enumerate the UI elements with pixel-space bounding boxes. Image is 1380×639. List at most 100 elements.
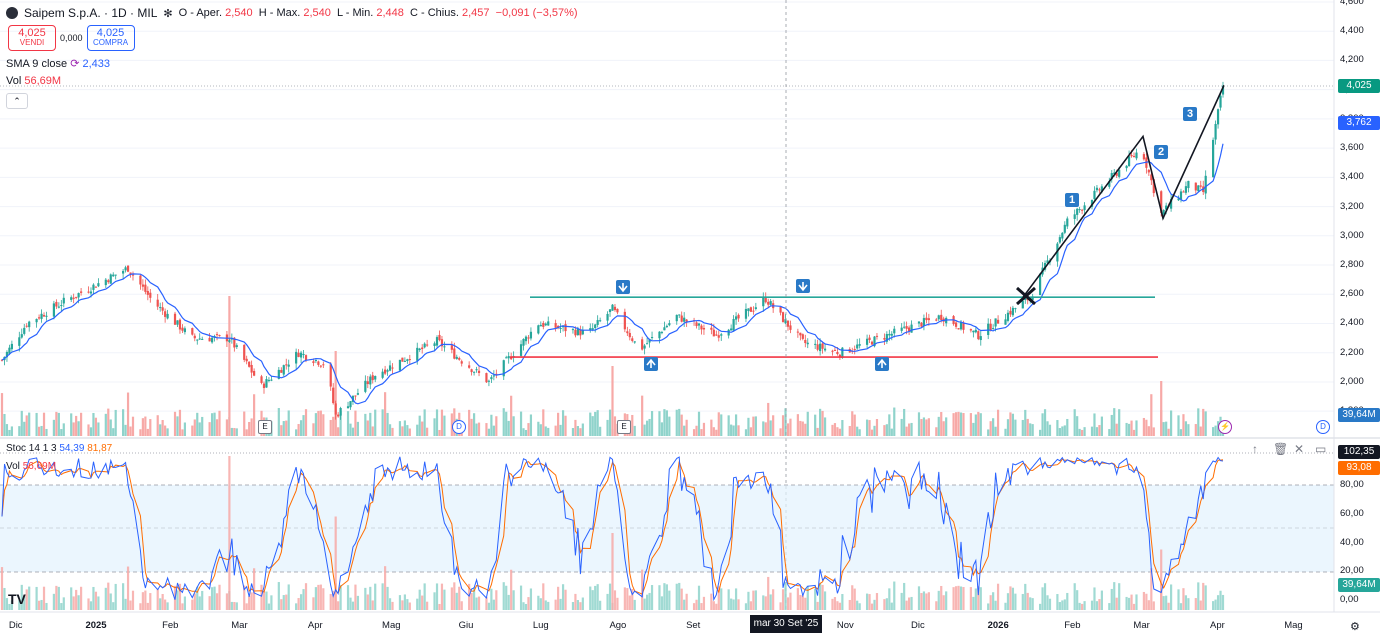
candle-body[interactable] [455,356,458,359]
candle-body[interactable] [1169,198,1173,209]
candle-body[interactable] [700,325,703,330]
candle-body[interactable] [149,292,152,298]
candle-body[interactable] [317,361,320,365]
candle-body[interactable] [1150,174,1153,181]
candle-body[interactable] [270,379,273,381]
candle-body[interactable] [737,314,740,319]
candle-body[interactable] [524,336,528,342]
arrow-down-icon[interactable] [616,280,630,294]
candle-body[interactable] [814,343,817,345]
candle-body[interactable] [295,351,298,364]
candle-body[interactable] [992,328,995,330]
candle-body[interactable] [23,327,26,334]
candle-body[interactable] [1115,172,1118,176]
candle-body[interactable] [453,348,456,359]
candle-body[interactable] [312,361,315,363]
candle-body[interactable] [1021,300,1024,309]
candle-body[interactable] [821,343,824,349]
candle-body[interactable] [675,314,678,322]
candle-body[interactable] [678,314,681,316]
candle-body[interactable] [52,303,56,317]
candle-body[interactable] [339,407,342,416]
candle-body[interactable] [10,343,13,350]
pane-up-icon[interactable]: ↑ [1252,442,1258,456]
candle-body[interactable] [1078,209,1081,211]
candle-body[interactable] [245,358,248,362]
candle-body[interactable] [1197,185,1200,192]
candle-body[interactable] [1212,139,1215,178]
candle-body[interactable] [287,364,290,367]
candle-body[interactable] [1006,312,1010,321]
candle-body[interactable] [579,329,582,336]
candle-body[interactable] [720,334,723,336]
candle-body[interactable] [391,367,394,369]
candle-body[interactable] [280,369,283,373]
candle-body[interactable] [806,342,809,345]
candle-body[interactable] [1038,273,1042,296]
candle-body[interactable] [460,361,463,364]
candle-body[interactable] [695,322,698,327]
candle-body[interactable] [159,307,162,309]
candle-body[interactable] [1214,123,1217,140]
candle-body[interactable] [784,319,787,324]
candle-body[interactable] [1221,85,1225,95]
candle-body[interactable] [57,306,60,308]
candle-body[interactable] [146,290,149,295]
candle-body[interactable] [416,347,419,361]
sma-settings-icon[interactable]: ⟳ [70,58,80,70]
candle-body[interactable] [228,340,231,342]
candle-body[interactable] [403,360,406,362]
candle-body[interactable] [260,376,263,383]
candle-body[interactable] [907,327,911,332]
candle-body[interactable] [786,320,790,327]
candle-body[interactable] [1162,209,1165,215]
candle-body[interactable] [210,337,214,343]
candle-body[interactable] [354,395,357,397]
candle-body[interactable] [253,370,256,376]
candle-body[interactable] [628,332,631,338]
candle-body[interactable] [589,328,592,331]
candle-body[interactable] [1076,208,1079,215]
sell-button[interactable]: 4,025 VENDI [8,25,56,51]
candle-body[interactable] [1179,191,1183,200]
candle-body[interactable] [230,338,233,340]
candle-body[interactable] [626,331,629,334]
candle-body[interactable] [905,326,908,329]
candle-body[interactable] [1194,182,1197,191]
candle-body[interactable] [574,329,577,336]
wave-label-1[interactable]: 1 [1065,193,1079,207]
candle-body[interactable] [364,380,367,392]
candle-body[interactable] [201,338,204,340]
candle-body[interactable] [470,369,473,373]
candle-body[interactable] [833,349,837,351]
wave-label-2[interactable]: 2 [1154,145,1168,159]
candle-body[interactable] [438,334,441,341]
candle-body[interactable] [8,347,11,354]
candle-body[interactable] [977,331,980,340]
candle-body[interactable] [248,361,251,367]
candle-body[interactable] [20,334,23,338]
candle-body[interactable] [423,343,426,348]
candle-body[interactable] [381,371,384,378]
candle-body[interactable] [608,309,612,313]
candle-body[interactable] [198,338,201,340]
candle-body[interactable] [581,330,584,335]
candle-body[interactable] [1004,319,1007,325]
candle-body[interactable] [883,338,886,340]
candle-body[interactable] [697,323,701,326]
candle-body[interactable] [643,345,646,349]
candle-body[interactable] [1118,169,1121,177]
candle-body[interactable] [299,352,303,358]
candle-body[interactable] [183,328,187,333]
candle-body[interactable] [646,343,649,345]
candle-body[interactable] [917,321,921,324]
candle-body[interactable] [910,324,913,333]
candle-body[interactable] [161,307,164,311]
candle-body[interactable] [124,267,127,271]
candle-body[interactable] [856,344,859,349]
candle-body[interactable] [1046,260,1049,263]
candle-body[interactable] [77,293,80,298]
candle-body[interactable] [888,333,891,336]
candle-body[interactable] [477,370,481,373]
candle-body[interactable] [903,326,906,328]
